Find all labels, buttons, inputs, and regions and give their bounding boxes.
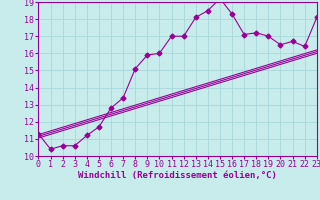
X-axis label: Windchill (Refroidissement éolien,°C): Windchill (Refroidissement éolien,°C) (78, 171, 277, 180)
